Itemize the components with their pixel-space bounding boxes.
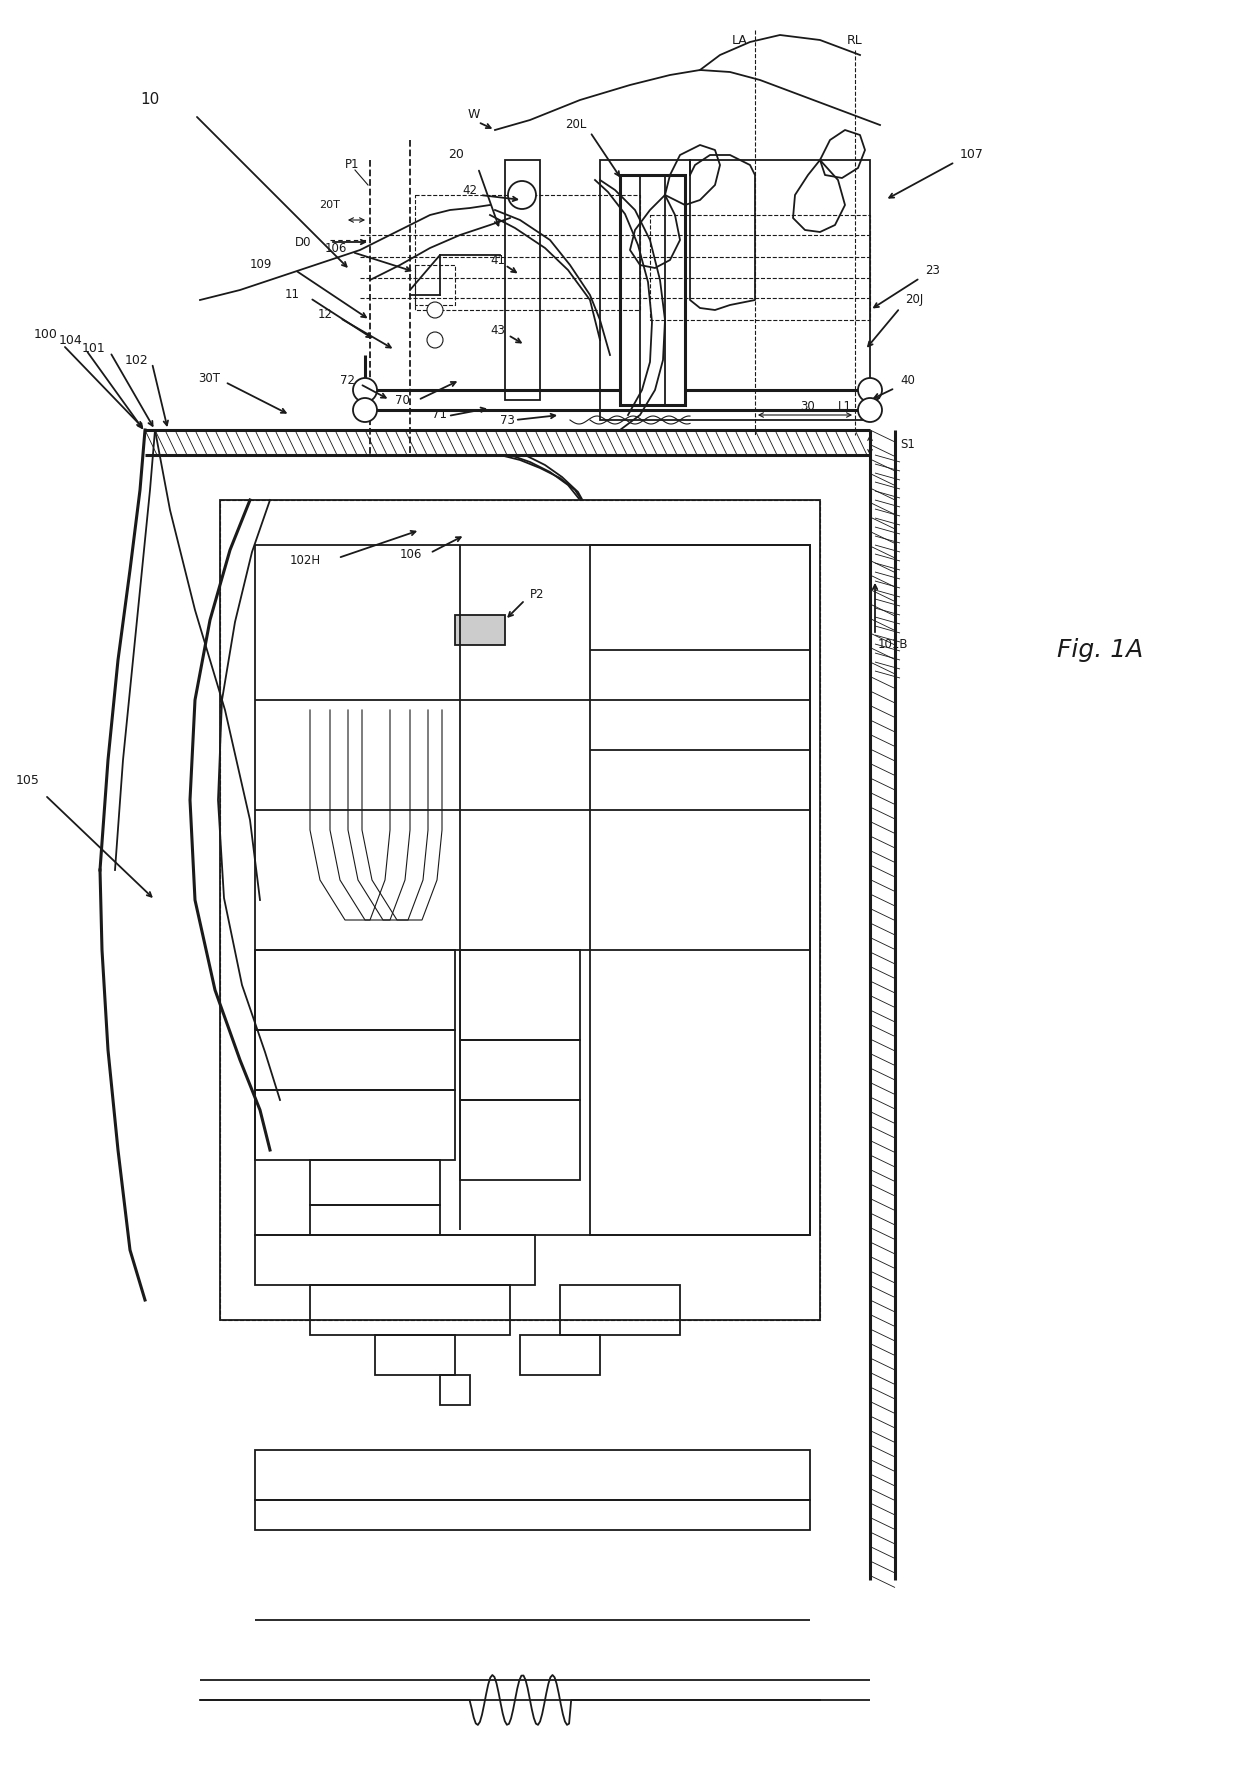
Text: 101B: 101B <box>878 639 909 651</box>
Text: 43: 43 <box>490 324 505 336</box>
Bar <box>310 1159 440 1206</box>
Text: 71: 71 <box>432 408 446 422</box>
Bar <box>255 1234 534 1285</box>
Text: D0: D0 <box>295 236 311 249</box>
Circle shape <box>427 302 443 318</box>
Bar <box>255 1499 810 1530</box>
Text: 30: 30 <box>800 401 815 413</box>
Text: 70: 70 <box>396 394 410 406</box>
Bar <box>600 159 870 420</box>
Text: 11: 11 <box>285 288 300 302</box>
Text: 30T: 30T <box>198 372 219 385</box>
Circle shape <box>858 377 882 403</box>
Bar <box>255 1451 810 1499</box>
Text: 42: 42 <box>463 184 477 197</box>
Circle shape <box>508 181 536 209</box>
Text: 72: 72 <box>340 374 355 386</box>
Text: L1: L1 <box>838 401 852 413</box>
Text: W: W <box>467 109 480 122</box>
Text: P1: P1 <box>345 159 360 172</box>
Bar <box>255 1090 455 1159</box>
Bar <box>640 175 665 404</box>
Text: 73: 73 <box>500 413 515 426</box>
Bar <box>460 1039 580 1100</box>
Text: 20: 20 <box>448 148 464 161</box>
Bar <box>455 615 505 646</box>
Bar <box>620 175 684 404</box>
Text: 100: 100 <box>35 329 58 342</box>
Text: 106: 106 <box>325 242 347 254</box>
Bar <box>310 1206 440 1234</box>
Text: 20T: 20T <box>319 200 340 209</box>
Bar <box>255 1030 455 1090</box>
Bar <box>440 1376 470 1404</box>
Bar <box>310 1285 510 1335</box>
Text: 104: 104 <box>58 333 82 347</box>
Text: 10: 10 <box>140 93 159 107</box>
Circle shape <box>858 397 882 422</box>
Text: 20J: 20J <box>905 293 924 306</box>
Bar <box>520 1335 600 1376</box>
Text: S1: S1 <box>900 438 915 451</box>
Bar <box>374 1335 455 1376</box>
Bar <box>255 546 810 1234</box>
Text: 109: 109 <box>250 258 273 272</box>
Bar <box>255 950 455 1030</box>
Circle shape <box>427 333 443 349</box>
Text: 102: 102 <box>124 354 148 367</box>
Text: 107: 107 <box>960 148 983 161</box>
Circle shape <box>353 397 377 422</box>
Bar <box>219 499 820 1320</box>
Bar <box>560 1285 680 1335</box>
Text: 12: 12 <box>317 308 334 322</box>
Text: 101: 101 <box>82 342 105 354</box>
Text: Fig. 1A: Fig. 1A <box>1056 639 1143 662</box>
Text: 102H: 102H <box>290 553 321 567</box>
Bar <box>505 159 539 401</box>
Text: RL: RL <box>847 34 863 47</box>
Text: 106: 106 <box>401 549 423 562</box>
Text: LA: LA <box>732 34 748 47</box>
Bar <box>590 546 810 1234</box>
Text: P2: P2 <box>529 589 544 601</box>
Text: 20L: 20L <box>565 118 587 132</box>
Text: 41: 41 <box>490 254 505 267</box>
Text: 105: 105 <box>16 773 40 787</box>
Circle shape <box>353 377 377 403</box>
Text: 40: 40 <box>900 374 915 386</box>
Text: 23: 23 <box>925 263 940 277</box>
Bar <box>460 1100 580 1181</box>
Bar <box>460 950 580 1039</box>
